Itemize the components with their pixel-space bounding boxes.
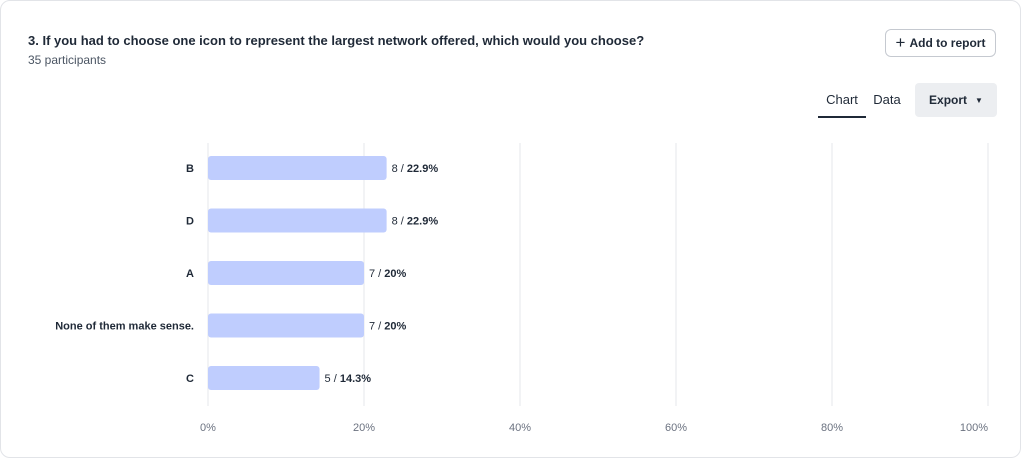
export-button[interactable]: Export ▼: [915, 83, 997, 117]
bar: [208, 366, 320, 390]
category-label: A: [186, 268, 194, 280]
x-tick-label: 80%: [821, 422, 843, 434]
data-label-count: 8 /: [392, 163, 407, 175]
x-tick-label: 20%: [353, 422, 375, 434]
category-label: C: [186, 373, 194, 385]
data-label: 5 / 14.3%: [325, 373, 372, 385]
question-title: 3. If you had to choose one icon to repr…: [28, 33, 645, 48]
x-tick-label: 60%: [665, 422, 687, 434]
add-to-report-button[interactable]: + Add to report: [885, 29, 996, 57]
add-to-report-label: Add to report: [909, 36, 986, 50]
data-label-count: 8 /: [392, 216, 407, 228]
bar: [208, 261, 364, 285]
category-label: D: [186, 216, 194, 228]
participant-count: 35 participants: [28, 53, 107, 67]
category-label: None of them make sense.: [55, 321, 194, 333]
bar: [208, 313, 364, 338]
data-label-percent: 22.9%: [407, 163, 438, 175]
data-label: 8 / 22.9%: [392, 163, 439, 175]
data-label-count: 5 /: [325, 373, 340, 385]
data-label: 7 / 20%: [369, 268, 407, 280]
caret-down-icon: ▼: [975, 95, 983, 105]
data-label-percent: 14.3%: [340, 373, 371, 385]
category-label: B: [186, 163, 194, 175]
tab-data[interactable]: Data: [873, 92, 901, 107]
x-tick-label: 40%: [509, 422, 531, 434]
x-tick-label: 0%: [200, 422, 216, 434]
data-label-count: 7 /: [369, 321, 384, 333]
data-label: 7 / 20%: [369, 321, 407, 333]
data-label-percent: 20%: [384, 321, 406, 333]
plus-icon: +: [895, 33, 906, 52]
data-label-percent: 20%: [384, 268, 406, 280]
data-label-percent: 22.9%: [407, 216, 438, 228]
bar: [208, 156, 387, 180]
bar: [208, 208, 387, 233]
data-label: 8 / 22.9%: [392, 216, 439, 228]
data-label-count: 7 /: [369, 268, 384, 280]
x-tick-label: 100%: [960, 422, 988, 434]
tab-chart[interactable]: Chart: [818, 92, 866, 118]
export-label: Export: [929, 93, 968, 107]
